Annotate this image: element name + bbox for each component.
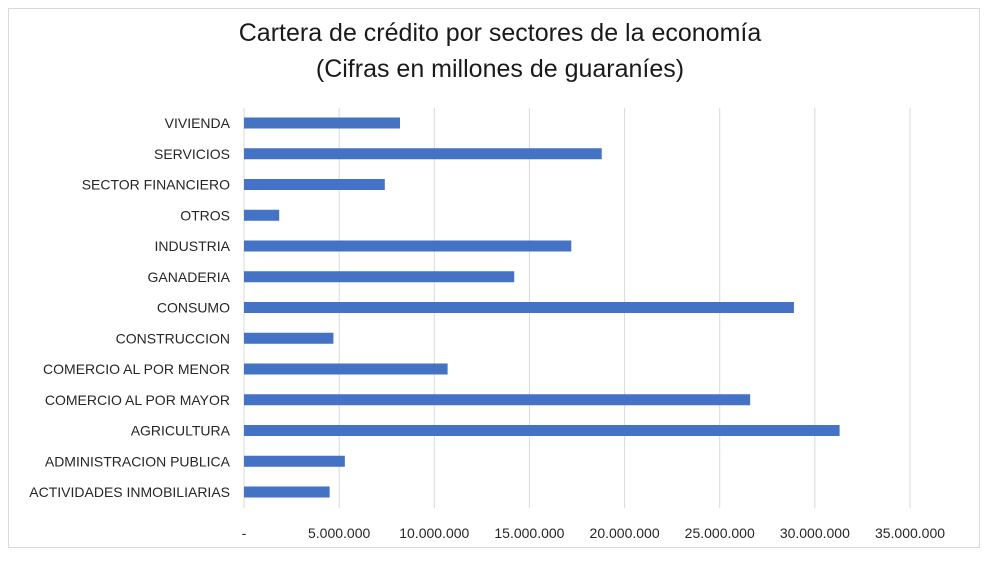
category-label: VIVIENDA <box>165 115 231 131</box>
bar <box>244 455 345 467</box>
category-label: COMERCIO AL POR MENOR <box>43 361 230 377</box>
bar <box>244 148 602 160</box>
category-label: ADMINISTRACION PUBLICA <box>45 453 231 469</box>
category-label: AGRICULTURA <box>131 423 231 439</box>
bar <box>244 209 280 221</box>
bar <box>244 302 794 313</box>
category-label: COMERCIO AL POR MAYOR <box>45 392 230 408</box>
category-label: INDUSTRIA <box>155 238 231 254</box>
category-label: SERVICIOS <box>154 146 230 162</box>
x-tick-label: - <box>242 525 247 541</box>
bar <box>244 363 448 375</box>
bar <box>244 394 751 406</box>
chart-subtitle: (Cifras en millones de guaraníes) <box>315 55 685 83</box>
category-label: GANADERIA <box>148 269 231 285</box>
chart-title: Cartera de crédito por sectores de la ec… <box>238 19 762 47</box>
bar <box>244 425 840 436</box>
x-tick-label: 30.000.000 <box>780 525 850 541</box>
bar <box>244 117 401 129</box>
category-label: OTROS <box>180 207 230 223</box>
category-label: SECTOR FINANCIERO <box>82 177 230 193</box>
x-tick-label: 10.000.000 <box>399 525 469 541</box>
category-label: ACTIVIDADES INMOBILIARIAS <box>29 484 230 500</box>
category-label: CONSTRUCCION <box>116 330 230 346</box>
bar <box>244 271 515 283</box>
category-label: CONSUMO <box>157 300 230 316</box>
x-tick-label: 5.000.000 <box>308 525 370 541</box>
bar <box>244 179 385 190</box>
bar <box>244 240 572 252</box>
bar <box>244 332 334 344</box>
x-tick-label: 15.000.000 <box>494 525 564 541</box>
x-tick-label: 35.000.000 <box>875 525 945 541</box>
x-tick-label: 20.000.000 <box>590 525 660 541</box>
x-tick-label: 25.000.000 <box>685 525 755 541</box>
bar <box>244 486 330 498</box>
